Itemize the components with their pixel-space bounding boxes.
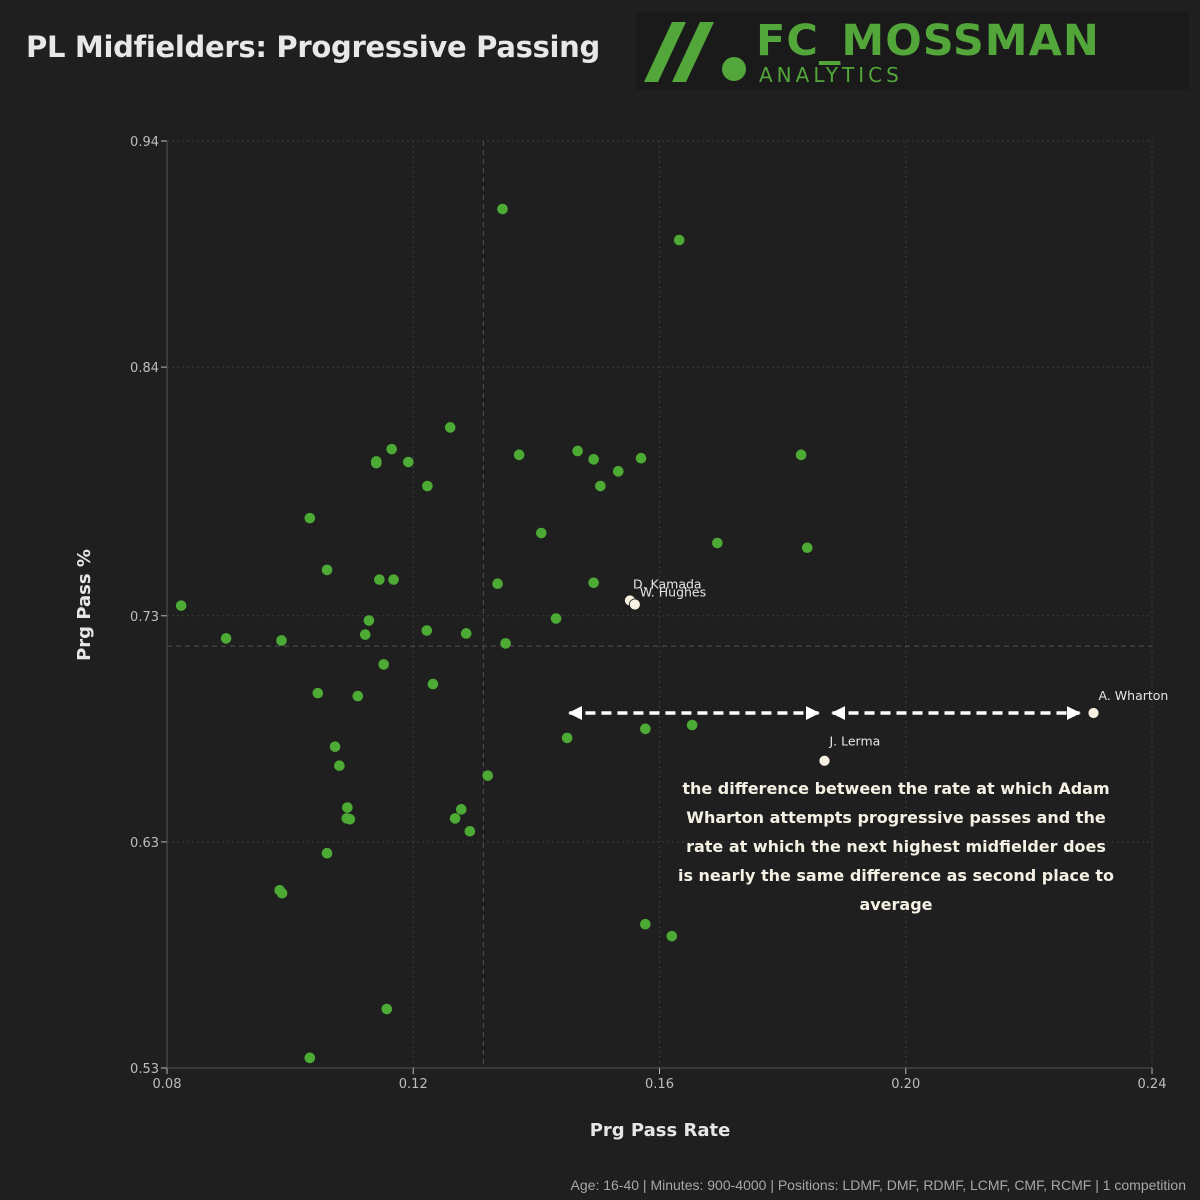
- data-point: [612, 466, 624, 477]
- highlight-point: [628, 598, 641, 611]
- data-point: [686, 719, 698, 731]
- data-point: [321, 847, 333, 859]
- data-point: [276, 887, 288, 899]
- data-point: [588, 577, 599, 589]
- data-point: [421, 625, 433, 636]
- player-label: J. Lerma: [828, 734, 880, 749]
- x-tick-label: 0.16: [645, 1077, 674, 1092]
- data-point: [381, 1003, 393, 1015]
- data-point: [460, 628, 472, 639]
- data-point: [561, 732, 573, 744]
- data-point: [640, 723, 651, 735]
- data-point: [635, 452, 647, 464]
- player-label: D. Kamada: [633, 576, 702, 591]
- x-tick-label: 0.24: [1138, 1077, 1167, 1092]
- y-tick-label: 0.94: [130, 135, 159, 150]
- data-point: [513, 449, 525, 461]
- data-point: [550, 613, 562, 624]
- data-point: [371, 457, 382, 469]
- footer-filters: Age: 16-40 | Minutes: 900-4000 | Positio…: [570, 1177, 1186, 1193]
- data-point: [536, 527, 547, 539]
- data-point: [640, 918, 651, 930]
- data-point: [455, 804, 467, 815]
- y-tick-label: 0.63: [130, 836, 159, 851]
- data-point: [352, 690, 364, 702]
- logo-mark-icon: [644, 22, 746, 82]
- data-point: [588, 454, 599, 465]
- player-label: A. Wharton: [1099, 688, 1169, 703]
- data-point: [363, 615, 375, 626]
- data-point: [427, 678, 439, 690]
- data-point: [795, 449, 807, 461]
- chart-title: PL Midfielders: Progressive Passing: [26, 30, 600, 64]
- player-label: W. Hughes: [640, 585, 706, 600]
- data-point: [449, 813, 461, 824]
- data-point: [304, 1052, 316, 1064]
- data-point: [801, 542, 813, 554]
- annotation-text: the difference between the rate at which…: [677, 779, 1115, 914]
- data-point: [422, 480, 433, 492]
- data-point: [386, 443, 398, 455]
- data-point: [359, 629, 371, 640]
- highlight-point: [818, 754, 831, 767]
- data-point: [329, 741, 341, 753]
- data-point: [673, 234, 685, 246]
- data-point: [312, 687, 324, 699]
- data-point: [334, 760, 345, 772]
- data-point: [342, 802, 353, 813]
- data-point: [712, 537, 723, 549]
- data-point: [595, 480, 606, 492]
- x-tick-label: 0.12: [399, 1077, 428, 1092]
- data-point: [276, 635, 287, 646]
- data-point: [374, 574, 385, 585]
- x-tick-label: 0.20: [891, 1077, 920, 1092]
- data-point: [464, 825, 476, 837]
- data-point: [321, 564, 333, 576]
- data-point: [500, 638, 511, 649]
- data-point: [666, 930, 678, 942]
- data-point: [497, 203, 508, 215]
- data-point: [175, 600, 187, 611]
- y-axis-title: Prg Pass %: [74, 549, 95, 661]
- data-point: [304, 512, 316, 524]
- data-point: [444, 422, 456, 433]
- y-tick-label: 0.84: [130, 361, 159, 376]
- logo-subtitle: ANALYTICS: [759, 63, 903, 87]
- data-point: [344, 813, 356, 825]
- highlight-point: [1087, 707, 1100, 719]
- x-tick-label: 0.08: [153, 1077, 182, 1092]
- x-axis-title: Prg Pass Rate: [590, 1120, 731, 1141]
- logo-name: FC_MOSSMAN: [756, 16, 1100, 66]
- y-tick-label: 0.53: [130, 1062, 159, 1077]
- y-tick-label: 0.73: [130, 610, 159, 625]
- brand-logo: FC_MOSSMAN ANALYTICS: [636, 12, 1189, 90]
- data-point: [572, 445, 583, 457]
- data-point: [482, 770, 494, 781]
- data-point: [378, 659, 390, 670]
- data-point: [492, 578, 503, 589]
- data-point: [388, 574, 399, 585]
- data-point: [403, 456, 414, 468]
- data-point: [220, 633, 232, 644]
